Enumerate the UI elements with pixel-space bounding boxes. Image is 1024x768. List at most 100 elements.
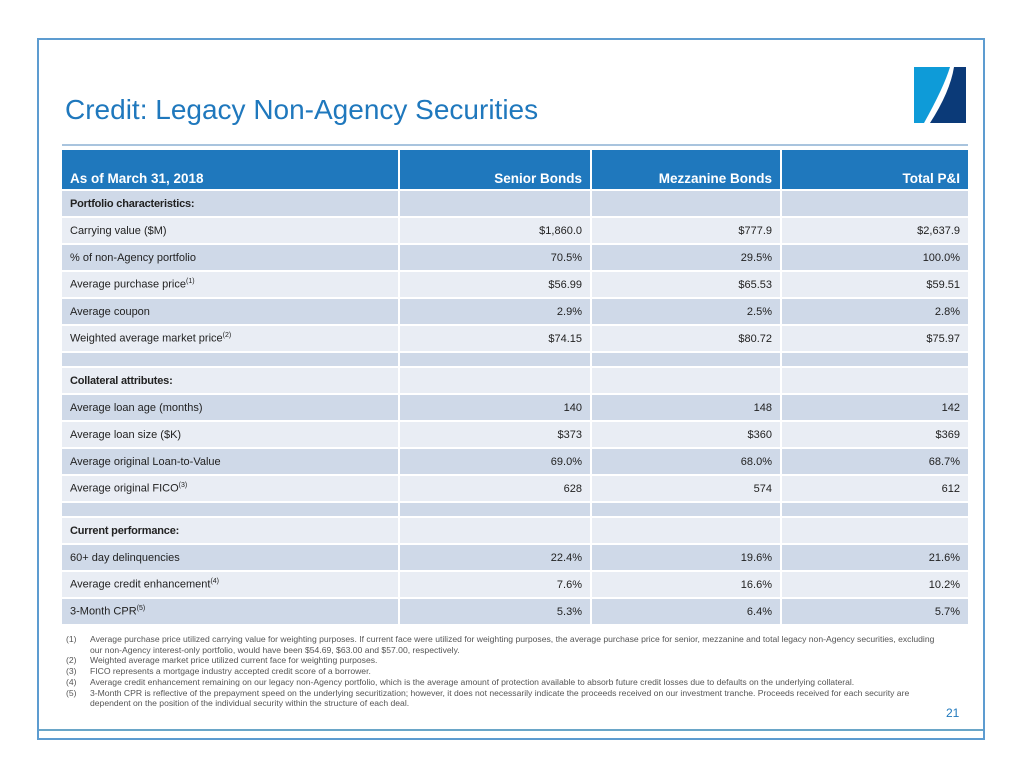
footnote: (5) 3-Month CPR is reflective of the prep… xyxy=(66,688,946,709)
table-row: Carrying value ($M) $1,860.0 $777.9 $2,637.… xyxy=(62,217,968,245)
cell-value: $56.99 xyxy=(399,271,592,299)
column-header: Total P&I xyxy=(781,150,968,191)
cell-value: $74.15 xyxy=(399,325,592,353)
footnotes: (1) Average purchase price utilized carry… xyxy=(66,634,946,709)
row-label-text: Average loan size ($K) xyxy=(70,428,182,441)
row-label: Collateral attributes: xyxy=(62,367,400,395)
table-row: Average loan size ($K) $373 $360 $369 xyxy=(62,421,968,449)
cell-value: 2.8% xyxy=(781,298,968,326)
cell-value: $2,637.9 xyxy=(781,217,968,245)
row-label: Average original FICO(3) xyxy=(62,475,400,503)
footnote-text: Average credit enhancement remaining on … xyxy=(90,676,855,687)
cell-value: 69.0% xyxy=(399,448,592,476)
table-row: Average original FICO(3) 628 574 612 xyxy=(62,475,968,503)
cell-value: $1,860.0 xyxy=(399,217,592,245)
row-label-text: Average loan age (months) xyxy=(70,401,203,414)
table-row: 3-Month CPR(5) 5.3% 6.4% 5.7% xyxy=(62,598,968,626)
section-header-row: Collateral attributes: xyxy=(62,367,968,395)
row-label-text: 3-Month CPR xyxy=(70,605,137,618)
cell-value: $75.97 xyxy=(781,325,968,353)
footnote-ref: (1) xyxy=(185,278,195,286)
cell-value: 19.6% xyxy=(591,544,782,572)
cell-value xyxy=(781,367,968,395)
column-header: As of March 31, 2018 xyxy=(62,150,400,191)
footnote: (3) FICO represents a mortgage industry a… xyxy=(66,666,946,677)
cell-value xyxy=(591,517,782,545)
securities-table: As of March 31, 2018 Senior Bonds Mezzanin… xyxy=(62,150,968,626)
cell-value: 68.0% xyxy=(591,448,782,476)
cell-value xyxy=(399,502,592,518)
cell-value xyxy=(591,502,782,518)
row-label-text: Average coupon xyxy=(70,305,150,318)
row-label-text: Weighted average market price xyxy=(70,332,223,345)
footnote-ref: (4) xyxy=(210,578,220,586)
row-label: Average loan size ($K) xyxy=(62,421,400,449)
cell-value xyxy=(781,502,968,518)
row-label-text: Average original FICO xyxy=(70,482,179,495)
footnote: (1) Average purchase price utilized carry… xyxy=(66,634,946,655)
footnote-number: (2) xyxy=(66,655,77,666)
cell-value: 2.5% xyxy=(591,298,782,326)
company-logo xyxy=(914,67,966,123)
cell-value: $59.51 xyxy=(781,271,968,299)
footnote-number: (5) xyxy=(66,687,77,698)
cell-value xyxy=(781,190,968,218)
cell-value: $80.72 xyxy=(591,325,782,353)
row-label-text: Carrying value ($M) xyxy=(70,224,167,237)
slide-title: Credit: Legacy Non-Agency Securities xyxy=(65,94,539,125)
cell-value: $373 xyxy=(399,421,592,449)
row-label: Weighted average market price(2) xyxy=(62,325,400,353)
row-label: % of non-Agency portfolio xyxy=(62,244,400,272)
cell-value: 16.6% xyxy=(591,571,782,599)
section-header-row: Current performance: xyxy=(62,517,968,545)
row-label-text: % of non-Agency portfolio xyxy=(70,251,196,264)
spacer-row xyxy=(62,502,968,518)
footnote-text: 3-Month CPR is reflective of the prepaym… xyxy=(90,687,910,709)
table-row: % of non-Agency portfolio 70.5% 29.5% 100.0… xyxy=(62,244,968,272)
cell-value: 612 xyxy=(781,475,968,503)
cell-value xyxy=(591,190,782,218)
footnote-number: (3) xyxy=(66,666,77,677)
row-label-text: Portfolio characteristics: xyxy=(70,197,195,210)
title-divider xyxy=(62,144,968,146)
spacer-row xyxy=(62,352,968,368)
cell-value: $65.53 xyxy=(591,271,782,299)
cell-value: 70.5% xyxy=(399,244,592,272)
slide-frame xyxy=(37,38,985,740)
row-label: Average coupon xyxy=(62,298,400,326)
row-label: Average loan age (months) xyxy=(62,394,400,422)
footnote-text: Average purchase price utilized carrying… xyxy=(90,634,935,655)
row-label-text: Average original Loan-to-Value xyxy=(70,455,221,468)
cell-value: 7.6% xyxy=(399,571,592,599)
section-header-row: Portfolio characteristics: xyxy=(62,190,968,218)
cell-value: $369 xyxy=(781,421,968,449)
cell-value xyxy=(399,517,592,545)
table-row: Average coupon 2.9% 2.5% 2.8% xyxy=(62,298,968,326)
table-header-row: As of March 31, 2018 Senior Bonds Mezzanin… xyxy=(62,150,968,191)
row-label: Average credit enhancement(4) xyxy=(62,571,400,599)
cell-value: $360 xyxy=(591,421,782,449)
footnote-number: (1) xyxy=(66,634,77,644)
footnote-ref: (2) xyxy=(222,332,232,340)
footnote-text: FICO represents a mortgage industry acce… xyxy=(90,666,371,677)
row-label-text: 60+ day delinquencies xyxy=(70,551,180,564)
row-label xyxy=(62,502,400,518)
row-label: 3-Month CPR(5) xyxy=(62,598,400,626)
table-row: Average original Loan-to-Value 69.0% 68.0%… xyxy=(62,448,968,476)
cell-value: 140 xyxy=(399,394,592,422)
table-row: 60+ day delinquencies 22.4% 19.6% 21.6% xyxy=(62,544,968,572)
cell-value: 21.6% xyxy=(781,544,968,572)
row-label-text: Current performance: xyxy=(70,524,180,537)
footnote-number: (4) xyxy=(66,676,77,687)
cell-value: 6.4% xyxy=(591,598,782,626)
page-number: 21 xyxy=(946,706,960,720)
cell-value: 5.7% xyxy=(781,598,968,626)
footnote-ref: (5) xyxy=(136,605,146,613)
cell-value: 142 xyxy=(781,394,968,422)
cell-value: 100.0% xyxy=(781,244,968,272)
row-label: Carrying value ($M) xyxy=(62,217,400,245)
cell-value: $777.9 xyxy=(591,217,782,245)
cell-value: 68.7% xyxy=(781,448,968,476)
row-label: 60+ day delinquencies xyxy=(62,544,400,572)
cell-value xyxy=(399,190,592,218)
